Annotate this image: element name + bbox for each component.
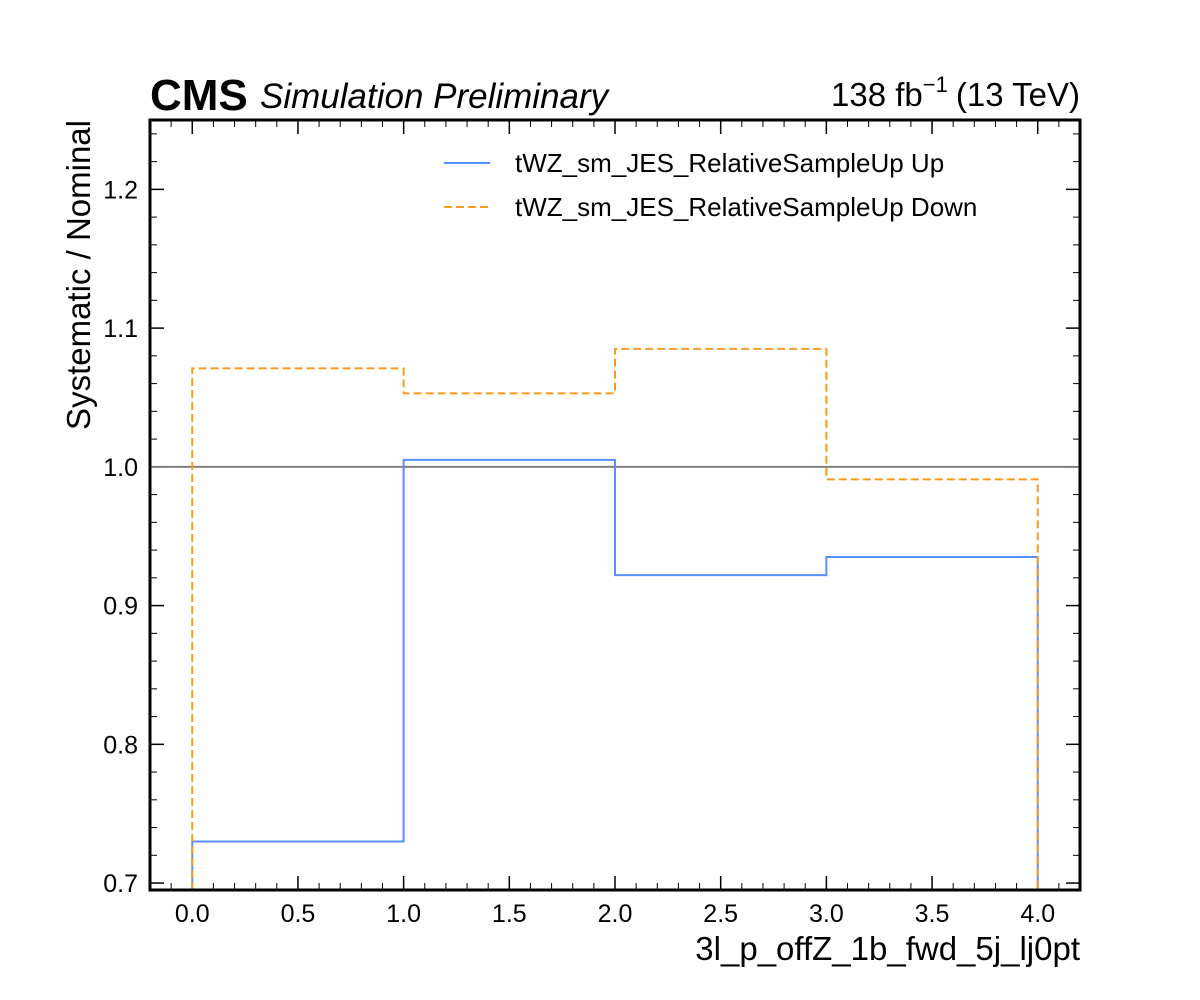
lumi-exponent: −1: [923, 72, 948, 97]
x-tick-label: 2.0: [598, 900, 633, 928]
plot-frame: [148, 118, 1082, 892]
status-label: Simulation Preliminary: [260, 77, 611, 116]
luminosity-label: 138 fb−1 (13 TeV): [831, 72, 1080, 113]
series-line-down: [191, 347, 1039, 890]
legend-label: tWZ_sm_JES_RelativeSampleUp Down: [515, 192, 977, 222]
y-tick-label: 0.7: [103, 870, 138, 898]
x-tick-label: 0.5: [281, 900, 316, 928]
y-tick-label: 1.0: [103, 454, 138, 482]
x-tick-label: 0.0: [175, 900, 210, 928]
lumi-energy: (13 TeV): [956, 76, 1080, 113]
x-tick-label: 3.0: [809, 900, 844, 928]
x-tick-label: 1.5: [492, 900, 527, 928]
legend-label: tWZ_sm_JES_RelativeSampleUp Up: [515, 148, 944, 178]
y-tick-label: 1.2: [103, 176, 138, 204]
x-tick-label: 3.5: [915, 900, 950, 928]
x-tick-label: 1.0: [386, 900, 421, 928]
x-tick-label: 2.5: [703, 900, 738, 928]
x-tick-label: 4.0: [1020, 900, 1055, 928]
y-axis-title: Systematic / Nominal: [60, 120, 97, 430]
y-tick-label: 0.8: [103, 731, 138, 759]
legend: tWZ_sm_JES_RelativeSampleUp Up tWZ_sm_JES…: [444, 148, 977, 222]
x-axis-title: 3l_p_offZ_1b_fwd_5j_lj0pt: [695, 930, 1080, 967]
series-line-up: [191, 458, 1039, 890]
series-layer: [150, 347, 1080, 890]
y-tick-label: 1.1: [103, 315, 138, 343]
y-tick-label: 0.9: [103, 593, 138, 621]
experiment-label: CMS: [150, 71, 248, 120]
axis-tick-labels: 0.0 0.5 1.0 1.5 2.0 2.5 3.0 3.5 4.0 0.7 0.8 0.9 1.0 1…: [103, 176, 1055, 928]
lumi-value: 138 fb: [831, 76, 923, 113]
